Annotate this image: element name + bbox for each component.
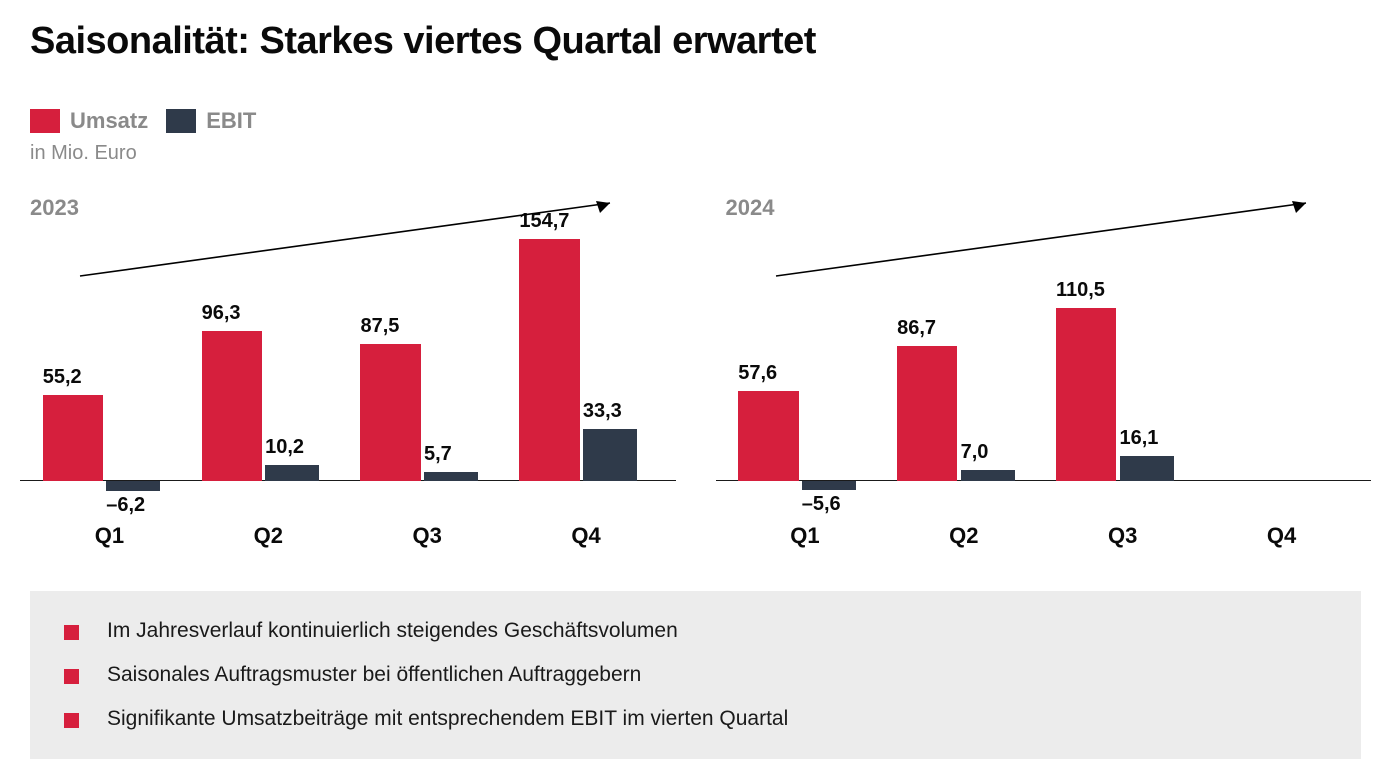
notes-box: Im Jahresverlauf kontinuierlich steigend… xyxy=(30,591,1361,759)
quarter-label: Q1 xyxy=(726,523,885,549)
value-label-ebit: 7,0 xyxy=(961,441,989,464)
legend-swatch-ebit xyxy=(166,109,196,133)
legend-swatch-umsatz xyxy=(30,109,60,133)
bar-umsatz xyxy=(43,395,103,481)
legend-item-ebit: EBIT xyxy=(166,108,256,134)
bar-umsatz xyxy=(519,239,579,481)
value-label-ebit: –6,2 xyxy=(106,494,145,517)
quarter-group: 87,55,7Q3 xyxy=(348,231,507,501)
bar-umsatz xyxy=(202,331,262,481)
bar-ebit xyxy=(1120,456,1174,481)
bullet-icon xyxy=(64,669,79,684)
quarter-group: 96,310,2Q2 xyxy=(189,231,348,501)
note-text: Signifikante Umsatzbeiträge mit entsprec… xyxy=(107,707,788,731)
quarter-label: Q2 xyxy=(884,523,1043,549)
value-label-umsatz: 57,6 xyxy=(738,362,777,385)
bar-ebit xyxy=(106,481,160,491)
quarter-label: Q3 xyxy=(348,523,507,549)
quarter-label: Q4 xyxy=(507,523,666,549)
note-row: Saisonales Auftragsmuster bei öffentlich… xyxy=(64,663,1327,687)
quarter-group: 110,516,1Q3 xyxy=(1043,231,1202,501)
legend-label-umsatz: Umsatz xyxy=(70,108,148,134)
bar-ebit xyxy=(424,472,478,481)
page-title: Saisonalität: Starkes viertes Quartal er… xyxy=(30,20,1361,63)
value-label-ebit: 16,1 xyxy=(1120,427,1159,450)
value-label-ebit: 10,2 xyxy=(265,436,304,459)
value-label-umsatz: 55,2 xyxy=(43,366,82,389)
chart-panel: 202355,2–6,2Q196,310,2Q287,55,7Q3154,733… xyxy=(30,195,666,561)
bar-ebit xyxy=(802,481,856,490)
chart-area: 55,2–6,2Q196,310,2Q287,55,7Q3154,733,3Q4 xyxy=(30,231,666,501)
charts-row: 202355,2–6,2Q196,310,2Q287,55,7Q3154,733… xyxy=(30,195,1361,561)
note-text: Saisonales Auftragsmuster bei öffentlich… xyxy=(107,663,641,687)
quarters: 57,6–5,6Q186,77,0Q2110,516,1Q3Q4 xyxy=(726,231,1362,501)
bullet-icon xyxy=(64,625,79,640)
quarter-label: Q3 xyxy=(1043,523,1202,549)
year-label: 2023 xyxy=(30,195,666,221)
value-label-ebit: 5,7 xyxy=(424,443,452,466)
bar-ebit xyxy=(961,470,1015,481)
value-label-umsatz: 96,3 xyxy=(202,302,241,325)
value-label-umsatz: 86,7 xyxy=(897,317,936,340)
year-label: 2024 xyxy=(726,195,1362,221)
quarter-group: 86,77,0Q2 xyxy=(884,231,1043,501)
bar-umsatz xyxy=(360,344,420,481)
quarter-group: 57,6–5,6Q1 xyxy=(726,231,885,501)
note-row: Signifikante Umsatzbeiträge mit entsprec… xyxy=(64,707,1327,731)
bar-ebit xyxy=(583,429,637,481)
value-label-umsatz: 87,5 xyxy=(360,315,399,338)
quarter-label: Q2 xyxy=(189,523,348,549)
quarter-group: Q4 xyxy=(1202,231,1361,501)
bar-umsatz xyxy=(897,346,957,481)
bar-ebit xyxy=(265,465,319,481)
bar-umsatz xyxy=(738,391,798,481)
value-label-umsatz: 110,5 xyxy=(1056,279,1105,302)
legend-label-ebit: EBIT xyxy=(206,108,256,134)
quarter-group: 55,2–6,2Q1 xyxy=(30,231,189,501)
value-label-ebit: –5,6 xyxy=(802,493,841,516)
legend-item-umsatz: Umsatz xyxy=(30,108,148,134)
note-row: Im Jahresverlauf kontinuierlich steigend… xyxy=(64,619,1327,643)
quarters: 55,2–6,2Q196,310,2Q287,55,7Q3154,733,3Q4 xyxy=(30,231,666,501)
bar-umsatz xyxy=(1056,308,1116,481)
legend: Umsatz EBIT xyxy=(30,108,1361,134)
quarter-label: Q4 xyxy=(1202,523,1361,549)
note-text: Im Jahresverlauf kontinuierlich steigend… xyxy=(107,619,678,643)
unit-label: in Mio. Euro xyxy=(30,142,1361,165)
chart-area: 57,6–5,6Q186,77,0Q2110,516,1Q3Q4 xyxy=(726,231,1362,501)
bullet-icon xyxy=(64,713,79,728)
value-label-umsatz: 154,7 xyxy=(519,210,569,233)
quarter-label: Q1 xyxy=(30,523,189,549)
quarter-group: 154,733,3Q4 xyxy=(507,231,666,501)
chart-panel: 202457,6–5,6Q186,77,0Q2110,516,1Q3Q4 xyxy=(726,195,1362,561)
value-label-ebit: 33,3 xyxy=(583,400,622,423)
